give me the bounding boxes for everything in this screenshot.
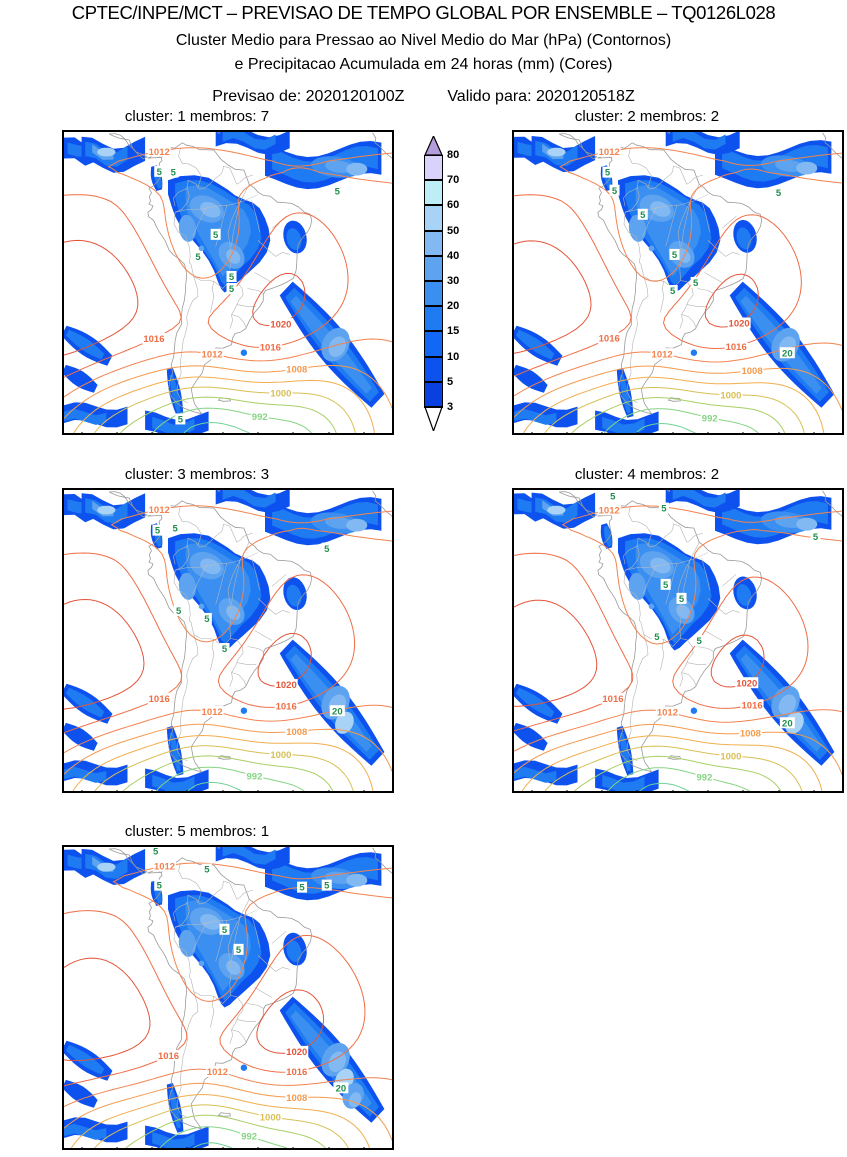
colorbar-tick [424, 330, 443, 333]
svg-text:5: 5 [153, 847, 159, 858]
svg-text:5: 5 [236, 945, 242, 956]
colorbar-band [424, 155, 443, 181]
subtitle-line-2: e Precipitacao Acumulada em 24 horas (mm… [234, 56, 613, 73]
colorbar-tick [424, 380, 443, 383]
cluster-panel-title-4: cluster: 4 membros: 2 [574, 466, 720, 483]
forecast-from: Previsao de: 2020120100Z [212, 88, 405, 105]
colorbar-tick-label: 50 [447, 224, 460, 237]
cluster-panel-title-2: cluster: 2 membros: 2 [574, 108, 720, 125]
cluster-panel-title-3: cluster: 3 membros: 3 [124, 466, 270, 483]
colorbar-under-arrow [424, 406, 443, 433]
svg-text:992: 992 [241, 1132, 257, 1143]
colorbar-tick-label: 40 [447, 249, 460, 262]
svg-text:1012: 1012 [207, 1067, 228, 1078]
colorbar-tick [424, 406, 443, 408]
svg-text:1008: 1008 [286, 1093, 307, 1104]
valid-for: Valido para: 2020120518Z [447, 88, 635, 105]
subtitle-line-1: Cluster Medio para Pressao ao Nivel Medi… [175, 32, 672, 49]
svg-text:5: 5 [299, 883, 305, 894]
colorbar-tick [424, 179, 443, 182]
colorbar-band [424, 205, 443, 231]
map-canvas-cluster-5: 992 1000 1008 1012 1012 1016 1016 1020 5 5 5 5 5 5 5 20 [64, 847, 392, 1148]
colorbar-tick-label: 5 [447, 375, 454, 388]
map-frame-cluster-5[interactable]: 992 1000 1008 1012 1012 1016 1016 1020 5 5 5 5 5 5 5 20… [62, 845, 394, 1150]
forecast-times: Previsao de: 2020120100Z Valido para: 20… [0, 88, 847, 106]
map-frame-cluster-3[interactable]: 9921000100810121012101610161020555555201… [62, 488, 394, 793]
svg-text:20: 20 [336, 1083, 347, 1094]
colorbar-tick [424, 254, 443, 257]
colorbar-over-arrow [424, 134, 443, 156]
svg-text:1000: 1000 [260, 1112, 281, 1123]
colorbar-tick-label: 15 [447, 325, 460, 338]
colorbar-tick [424, 229, 443, 232]
svg-text:5: 5 [157, 881, 163, 892]
colorbar-tick [424, 355, 443, 358]
colorbar-band [424, 381, 443, 407]
colorbar-tick-label: 80 [447, 149, 460, 161]
svg-text:5: 5 [222, 925, 228, 936]
svg-text:1020: 1020 [286, 1047, 307, 1058]
colorbar-tick [424, 204, 443, 207]
colorbar-band [424, 230, 443, 256]
colorbar-band [424, 356, 443, 382]
colorbar-tick-label: 30 [447, 275, 460, 287]
colorbar-tick-label: 10 [447, 350, 460, 363]
colorbar-tick-label: 70 [447, 174, 460, 187]
colorbar-tick-label: 20 [447, 300, 460, 313]
svg-text:5: 5 [324, 881, 330, 892]
colorbar-band [424, 331, 443, 357]
page-title: CPTEC/INPE/MCT – PREVISAO DE TEMPO GLOBA… [71, 2, 776, 23]
map-frame-cluster-2[interactable]: 992 1000 1008 1012 1012 1016 1016 1020 5 5 5 5 5 5 5 20… [512, 130, 844, 435]
cluster-panel-title-5: cluster: 5 membros: 1 [124, 823, 270, 840]
colorbar-tick [424, 280, 443, 282]
colorbar-tick [424, 305, 443, 308]
colorbar-band [424, 255, 443, 281]
svg-text:1016: 1016 [158, 1051, 179, 1062]
svg-text:5: 5 [204, 865, 210, 876]
map-frame-cluster-4[interactable]: 992 1000 1008 1012 1012 1016 1016 1020 5 5 5 5 5 5 5 20… [512, 488, 844, 793]
svg-text:1016: 1016 [286, 1067, 307, 1078]
map-frame-cluster-1[interactable]: 9921000100810121012101610161020555555551… [62, 130, 394, 435]
colorbar-tick-label: 60 [447, 199, 460, 212]
colorbar-band [424, 180, 443, 206]
colorbar-band [424, 281, 443, 307]
colorbar-tick-label: 3 [447, 401, 454, 413]
svg-text:1012: 1012 [154, 862, 175, 873]
colorbar-band [424, 306, 443, 332]
precipitation-colorbar: 80 70 60 50 40 30 20 15 10 5 3 [424, 134, 459, 433]
cluster-panel-title-1: cluster: 1 membros: 7 [124, 108, 270, 125]
